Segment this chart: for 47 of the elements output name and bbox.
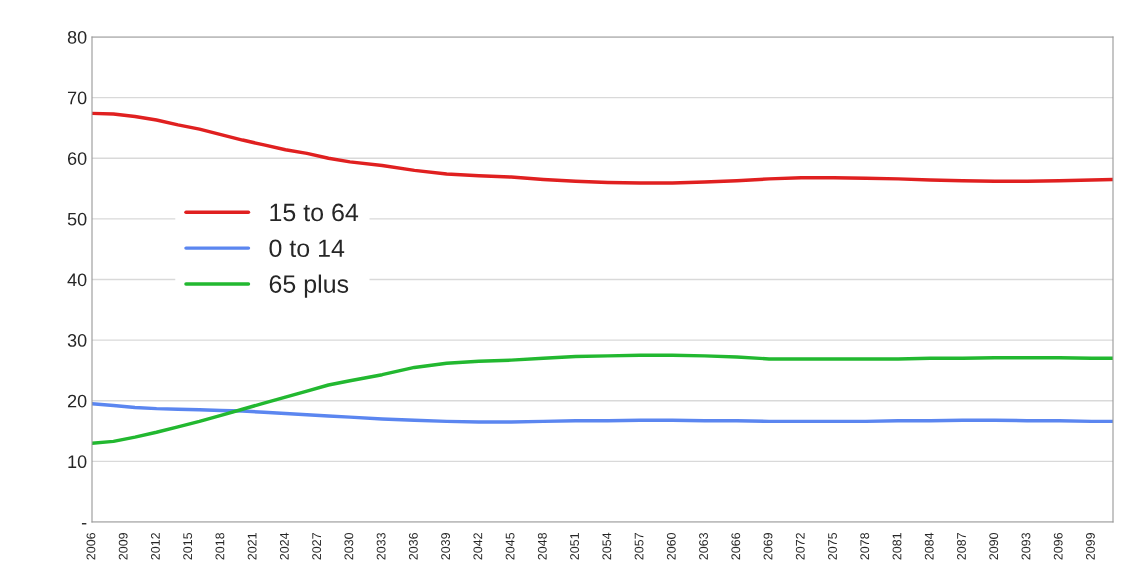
x-tick-label: 2063 xyxy=(699,532,708,560)
x-tick-label: 2045 xyxy=(505,532,515,560)
x-tick-label: 2018 xyxy=(215,532,225,560)
y-tick-label: - xyxy=(81,523,87,525)
x-tick-label: 2027 xyxy=(312,533,322,560)
x-tick-label: 2078 xyxy=(860,532,870,560)
y-tick-label: 30 xyxy=(67,334,87,347)
x-tick-label: 2096 xyxy=(1053,532,1063,560)
y-tick-label: 50 xyxy=(67,212,87,226)
y-tick-label: 10 xyxy=(68,455,87,469)
x-tick-label: 2042 xyxy=(473,533,483,560)
y-tick-label: 60 xyxy=(67,152,87,165)
x-tick-label: 2057 xyxy=(634,533,644,560)
x-tick-label: 2069 xyxy=(763,533,773,560)
y-tick-label: 20 xyxy=(67,394,87,408)
x-tick-label: 2072 xyxy=(795,533,805,560)
y-tick-label: 80 xyxy=(67,30,87,44)
y-tick-label: 40 xyxy=(67,273,87,287)
x-tick-label: 2099 xyxy=(1086,533,1095,560)
x-tick-label: 2048 xyxy=(537,532,547,560)
legend-label: 65 plus xyxy=(269,274,349,298)
x-tick-label: 2009 xyxy=(118,533,128,560)
legend-label: 15 to 64 xyxy=(270,203,359,222)
x-tick-label: 2051 xyxy=(570,533,579,560)
x-tick-label: 2015 xyxy=(183,532,193,560)
line-series xyxy=(92,111,1113,185)
legend-label: 0 to 14 xyxy=(269,239,345,258)
x-tick-label: 2024 xyxy=(279,532,289,560)
x-tick-label: 2060 xyxy=(666,532,676,560)
x-tick-label: 2093 xyxy=(1021,532,1031,560)
line-series xyxy=(92,353,1113,445)
x-tick-label: 2012 xyxy=(150,533,160,560)
x-tick-label: 2030 xyxy=(344,532,354,560)
x-tick-label: 2084 xyxy=(924,532,934,560)
x-tick-label: 2087 xyxy=(957,533,966,560)
y-tick-label: 70 xyxy=(67,91,87,105)
line-series xyxy=(92,402,1113,424)
x-tick-label: 2066 xyxy=(731,532,741,560)
x-tick-label: 2081 xyxy=(892,533,902,560)
x-tick-label: 2090 xyxy=(989,532,999,560)
x-tick-label: 2021 xyxy=(247,533,257,560)
x-tick-label: 2006 xyxy=(86,532,96,560)
x-tick-label: 2054 xyxy=(602,532,612,560)
x-tick-label: 2039 xyxy=(441,533,451,560)
x-tick-label: 2033 xyxy=(376,532,386,560)
x-tick-label: 2075 xyxy=(828,532,837,560)
x-tick-label: 2036 xyxy=(408,532,418,560)
